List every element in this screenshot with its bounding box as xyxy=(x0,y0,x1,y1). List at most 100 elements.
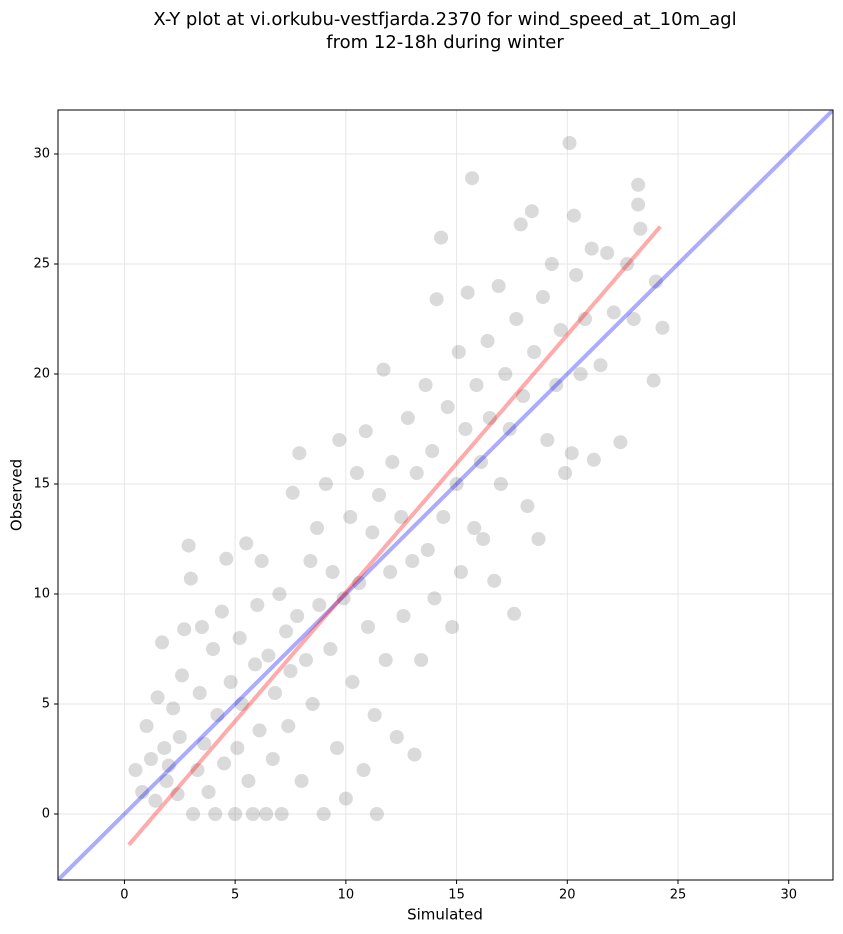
point xyxy=(336,591,351,606)
point xyxy=(157,741,172,755)
point xyxy=(544,257,559,271)
chart-title: X-Y plot at vi.orkubu-vestfjarda.2370 fo… xyxy=(153,9,736,30)
point xyxy=(524,204,539,219)
point xyxy=(181,538,196,553)
point xyxy=(367,708,382,722)
point xyxy=(192,686,207,700)
point xyxy=(469,378,484,392)
point xyxy=(175,668,189,683)
reference-line xyxy=(127,225,662,847)
point xyxy=(361,620,375,634)
point xyxy=(186,807,201,821)
point xyxy=(482,411,497,425)
point xyxy=(338,791,353,806)
point xyxy=(600,246,615,260)
point xyxy=(440,400,455,414)
point xyxy=(170,787,185,802)
point xyxy=(396,609,411,623)
point xyxy=(316,807,331,821)
point xyxy=(155,635,170,650)
point xyxy=(620,257,635,271)
point xyxy=(491,279,506,293)
point xyxy=(458,422,473,436)
point xyxy=(250,598,265,612)
point xyxy=(414,653,429,667)
point xyxy=(210,708,225,722)
point xyxy=(540,433,555,447)
point xyxy=(520,499,535,513)
point xyxy=(214,604,229,619)
point xyxy=(206,642,220,656)
point xyxy=(281,719,296,733)
point xyxy=(332,433,347,447)
point xyxy=(425,444,440,458)
point xyxy=(573,367,588,381)
point xyxy=(128,763,143,777)
y-tick-label: 20 xyxy=(33,367,50,382)
point xyxy=(356,763,371,777)
y-axis-label: Observed xyxy=(8,459,26,531)
point xyxy=(144,752,158,766)
point xyxy=(259,807,274,821)
point xyxy=(400,411,415,425)
point xyxy=(487,573,502,588)
point xyxy=(312,598,327,612)
point xyxy=(427,591,442,606)
point xyxy=(451,345,466,359)
point xyxy=(631,197,646,212)
point xyxy=(378,653,393,667)
point xyxy=(323,642,338,656)
point xyxy=(283,664,298,678)
x-tick-label: 15 xyxy=(448,888,465,903)
point xyxy=(558,466,573,480)
reference-line xyxy=(58,110,833,880)
point xyxy=(148,793,163,808)
point xyxy=(586,452,601,467)
point xyxy=(531,532,546,546)
point xyxy=(535,290,550,304)
point xyxy=(467,521,482,535)
point xyxy=(343,510,358,524)
point xyxy=(223,675,238,689)
x-tick-label: 0 xyxy=(120,888,128,903)
point xyxy=(407,747,422,762)
point xyxy=(369,807,384,821)
point xyxy=(318,477,333,491)
point xyxy=(566,208,581,223)
x-axis-label: Simulated xyxy=(407,906,483,924)
grid xyxy=(58,110,833,880)
point xyxy=(389,730,404,744)
point xyxy=(473,455,488,469)
point xyxy=(633,221,648,236)
point xyxy=(274,807,289,821)
point xyxy=(593,358,608,373)
point xyxy=(352,576,367,590)
point xyxy=(584,241,599,256)
point xyxy=(626,312,641,326)
x-tick-label: 20 xyxy=(559,888,576,903)
point xyxy=(159,774,174,788)
point xyxy=(376,362,391,377)
point xyxy=(385,455,400,469)
point xyxy=(228,807,243,821)
y-tick-label: 30 xyxy=(33,147,50,162)
point xyxy=(449,477,464,491)
point xyxy=(177,622,192,637)
point xyxy=(183,571,198,586)
x-tick-label: 10 xyxy=(338,888,355,903)
point xyxy=(553,323,568,337)
point xyxy=(252,723,267,738)
point xyxy=(648,274,663,289)
point xyxy=(194,620,209,634)
point xyxy=(292,446,307,461)
point xyxy=(254,554,269,568)
point xyxy=(161,758,176,773)
point xyxy=(383,565,398,579)
y-tick-label: 5 xyxy=(42,697,50,712)
point xyxy=(578,312,592,326)
point xyxy=(234,697,249,711)
point xyxy=(139,719,154,733)
point xyxy=(239,536,254,551)
point xyxy=(294,774,309,788)
